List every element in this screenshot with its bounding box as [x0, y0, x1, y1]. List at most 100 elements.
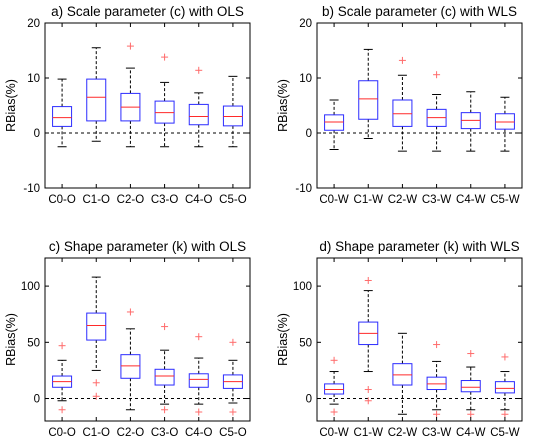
chart-title: a) Scale parameter (c) with OLS	[51, 4, 244, 19]
outlier-marker	[58, 342, 66, 350]
y-tick-label: -10	[295, 183, 312, 195]
iqr-box	[154, 368, 175, 386]
box-C4-W	[460, 350, 481, 418]
iqr-box	[392, 99, 413, 127]
outlier-marker	[161, 53, 169, 61]
iqr-box	[426, 376, 447, 391]
x-tick-label: C4-W	[456, 194, 486, 206]
box-C0-O	[52, 342, 73, 414]
x-tick-label: C5-O	[219, 194, 247, 206]
box-C3-O	[154, 323, 175, 414]
box-C1-O	[86, 276, 107, 400]
x-tick-label: C4-O	[185, 427, 213, 439]
y-tick-label: 20	[299, 18, 312, 30]
box-C4-O	[188, 333, 209, 416]
iqr-box	[222, 105, 243, 127]
x-tick-label: C2-W	[388, 427, 418, 439]
chart-title: b) Scale parameter (c) with WLS	[322, 4, 517, 19]
iqr-box	[154, 100, 175, 124]
y-tick-label: 0	[34, 128, 40, 140]
outlier-marker	[330, 408, 338, 416]
outlier-marker	[58, 406, 66, 414]
box-C1-W	[358, 48, 379, 139]
chart-panel-3: c) Shape parameter (k) with OLS RBias(%) 0…	[4, 239, 251, 439]
iqr-box	[188, 103, 209, 126]
x-tick-label: C3-O	[151, 427, 179, 439]
box-C2-O	[120, 308, 141, 411]
x-tick-label: C0-W	[319, 427, 349, 439]
box-C4-W	[460, 91, 481, 152]
outlier-marker	[92, 392, 100, 400]
iqr-box	[86, 312, 107, 341]
iqr-box	[188, 373, 209, 388]
iqr-box	[460, 380, 481, 393]
box-C0-O	[52, 78, 73, 148]
box-C5-O	[222, 75, 243, 148]
x-tick-label: C4-O	[185, 194, 213, 206]
x-tick-label: C3-W	[422, 194, 452, 206]
outlier-marker	[195, 333, 203, 341]
outlier-marker	[433, 71, 441, 79]
box-C3-W	[426, 341, 447, 418]
iqr-box	[494, 113, 515, 130]
box-C0-W	[324, 99, 345, 150]
box-C2-W	[392, 332, 413, 415]
y-tick-label: 50	[27, 337, 40, 349]
chart-panel-2: b) Scale parameter (c) with WLS RBias(%) -…	[276, 4, 523, 206]
plot-frame	[44, 22, 251, 189]
box-C5-W	[494, 353, 515, 418]
y-tick-label: 20	[27, 18, 40, 30]
iqr-box	[392, 363, 413, 386]
x-tick-label: C0-O	[48, 427, 76, 439]
y-tick-label: 10	[27, 73, 40, 85]
x-tick-label: C1-W	[354, 427, 384, 439]
outlier-marker	[195, 408, 203, 416]
box-C5-W	[494, 96, 515, 152]
outlier-marker	[330, 356, 338, 364]
outlier-marker	[433, 341, 441, 349]
box-C3-W	[426, 71, 447, 152]
iqr-box	[324, 114, 345, 131]
plot-frame	[316, 22, 523, 189]
iqr-box	[494, 381, 515, 394]
y-axis-label: RBias(%)	[4, 79, 18, 132]
box-C0-W	[324, 356, 345, 416]
box-C3-O	[154, 53, 175, 148]
y-tick-label: 100	[293, 281, 312, 293]
outlier-marker	[467, 410, 475, 418]
outlier-marker	[161, 323, 169, 331]
y-tick-label: -10	[23, 183, 40, 195]
outlier-marker	[92, 379, 100, 387]
iqr-box	[86, 78, 107, 122]
x-tick-label: C2-O	[117, 194, 145, 206]
plot-frame	[316, 257, 523, 422]
x-tick-label: C3-O	[151, 194, 179, 206]
y-tick-label: 0	[34, 394, 40, 406]
plot-frame	[44, 257, 251, 422]
x-tick-label: C4-W	[456, 427, 486, 439]
x-tick-label: C5-W	[490, 427, 520, 439]
y-tick-label: 100	[21, 281, 40, 293]
outlier-marker	[126, 308, 134, 316]
x-tick-label: C2-W	[388, 194, 418, 206]
x-tick-label: C5-O	[219, 427, 247, 439]
x-tick-label: C1-O	[83, 427, 111, 439]
y-axis-label: RBias(%)	[276, 79, 290, 132]
chart-panel-4: d) Shape parameter (k) with WLS RBias(%) 0…	[276, 239, 523, 439]
outlier-marker	[364, 276, 372, 284]
box-C2-O	[120, 42, 141, 148]
x-tick-label: C3-W	[422, 427, 452, 439]
iqr-box	[358, 80, 379, 120]
box-C5-O	[222, 338, 243, 416]
x-tick-label: C1-W	[354, 194, 384, 206]
x-tick-label: C5-W	[490, 194, 520, 206]
outlier-marker	[433, 410, 441, 418]
outlier-marker	[229, 338, 237, 346]
y-tick-label: 50	[299, 337, 312, 349]
outlier-marker	[501, 410, 509, 418]
box-C2-W	[392, 56, 413, 152]
box-C4-O	[188, 66, 209, 148]
outlier-marker	[398, 56, 406, 64]
y-tick-label: 0	[306, 128, 312, 140]
